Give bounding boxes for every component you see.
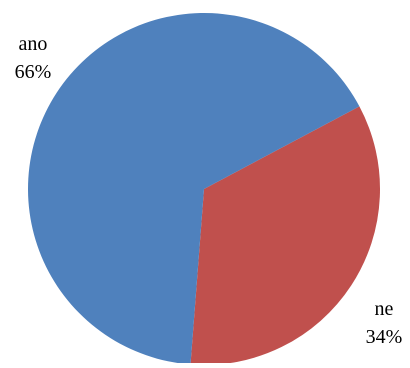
slice-category-label-ne: ne (375, 298, 394, 320)
slice-percent-label-ano: 66% (15, 61, 52, 83)
slice-percent-label-ne: 34% (366, 326, 403, 348)
pie-slice-ano (28, 12, 360, 365)
slices-layer (28, 12, 381, 365)
pie-slice-ne (190, 106, 381, 365)
slice-category-label-ano: ano (19, 33, 48, 55)
slice-label-ano: ano 66% (15, 33, 52, 83)
slice-label-ne: ne 34% (366, 298, 403, 348)
